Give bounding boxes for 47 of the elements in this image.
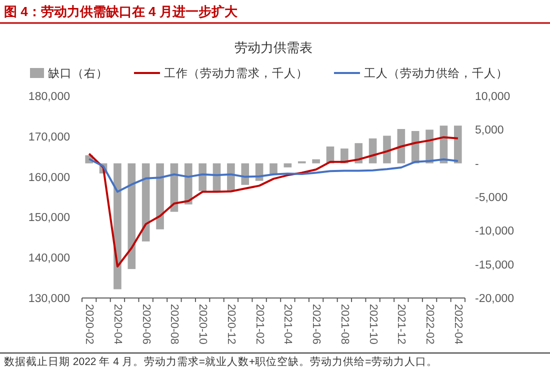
y2-tick-label: -20,000: [475, 293, 514, 305]
line-series: [88, 136, 459, 268]
x-tick-label: 2021-10: [366, 304, 379, 344]
y2-tick-label: -5,000: [475, 192, 508, 204]
x-tick-label: 2021-08: [338, 304, 350, 344]
y2-tick-label: -15,000: [475, 259, 514, 272]
bar: [156, 163, 164, 230]
y-tick-label: 130,000: [28, 293, 70, 305]
legend-label: 工人（劳动力供给，千人）: [364, 66, 508, 80]
y-tick-label: 160,000: [28, 172, 70, 184]
chart-subtitle: 劳动力供需表: [234, 40, 312, 55]
x-tick-label: 2022-04: [452, 304, 464, 344]
bar: [312, 159, 320, 164]
legend-label: 缺口（右）: [48, 67, 108, 80]
bar: [454, 126, 462, 164]
bar: [241, 163, 250, 185]
y2-tick-label: 5,000: [475, 124, 504, 137]
text: 数据截止日期 2022 年 4 月。劳动力需求=就业人数+职位空缺。劳动力供给=劳动力人口。: [4, 355, 438, 369]
x-tick-label: 2020-02: [83, 304, 96, 344]
x-tick-label: 2022-02: [424, 304, 436, 344]
y2-tick-label: 10,000: [475, 91, 510, 103]
bar: [128, 163, 136, 270]
y-tick-label: 180,000: [28, 91, 70, 103]
bar: [397, 128, 406, 164]
bar: [383, 136, 391, 164]
x-tick-label: 2021-02: [253, 304, 266, 344]
x-tick-label: 2020-06: [140, 304, 152, 344]
y-tick-label: 140,000: [28, 252, 70, 265]
legend-label: 工作（劳动力需求，千人）: [164, 66, 308, 80]
x-tick-label: 2020-10: [196, 304, 209, 344]
bar: [142, 163, 150, 242]
x-tick-label: 2021-06: [310, 304, 322, 344]
y-tick-label: 170,000: [28, 131, 70, 144]
x-tick-label: 2020-08: [168, 304, 180, 344]
x-tick-label: 2020-04: [111, 304, 124, 344]
title: 图 4：劳动力供需缺口在 4 月进一步扩大: [4, 4, 238, 19]
y2-tick-label: -10,000: [475, 226, 514, 238]
x-tick-label: 2020-12: [224, 304, 237, 344]
bar: [284, 163, 292, 168]
bar: [270, 163, 278, 174]
bar: [198, 163, 206, 191]
y-tick-label: 150,000: [28, 212, 70, 224]
y2-tick-label: -: [475, 158, 479, 170]
x-tick-label: 2021-04: [282, 304, 294, 344]
line-series: [88, 158, 459, 193]
bar: [114, 163, 122, 290]
x-tick-label: 2021-12: [395, 304, 408, 344]
